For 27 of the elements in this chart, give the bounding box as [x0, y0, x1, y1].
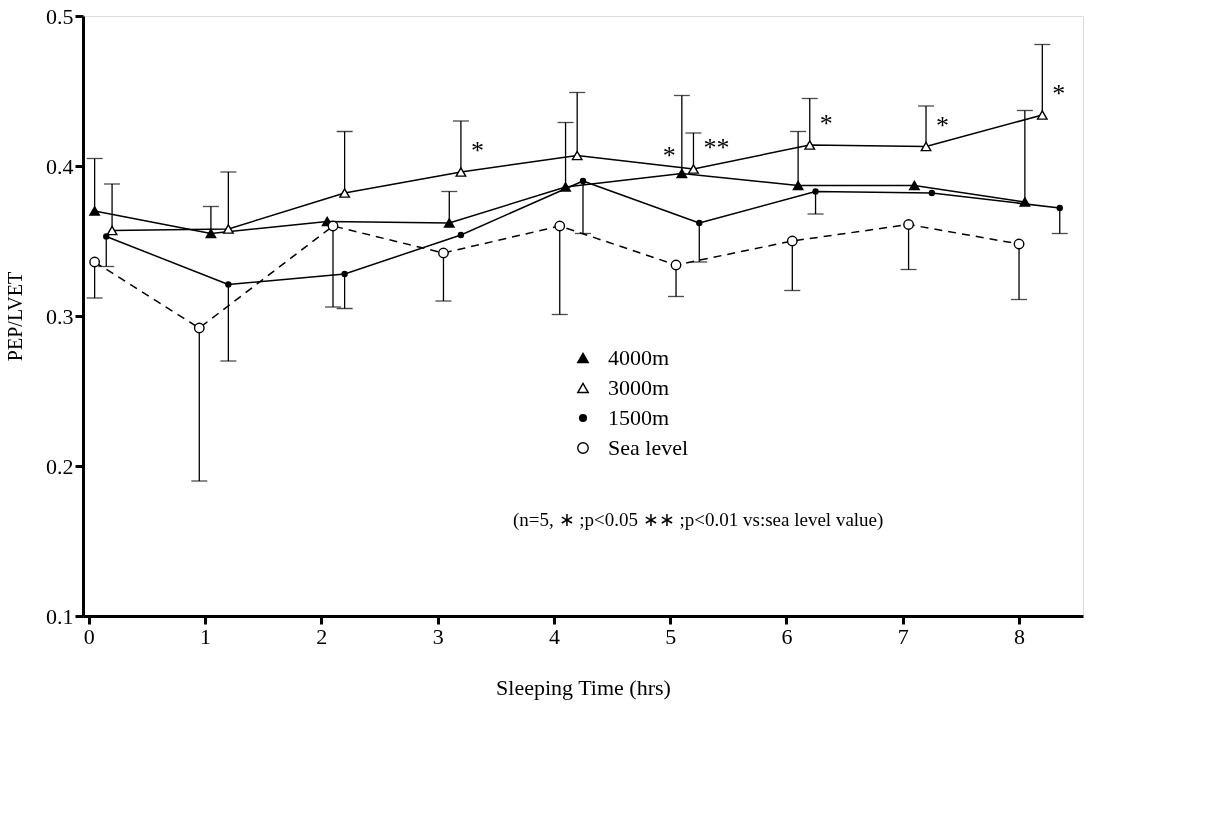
annotation: *	[662, 140, 676, 170]
x-axis-title: Sleeping Time (hrs)	[496, 674, 671, 700]
x-tick-label: 1	[200, 623, 212, 649]
x-tick-label: 7	[897, 623, 909, 649]
legend-label: Sea level	[608, 435, 689, 460]
legend-label: 4000m	[608, 345, 670, 370]
annotation: (n=5, ∗ ;p<0.05 ∗∗ ;p<0.01 vs:sea level value)	[513, 509, 884, 531]
annotation: **	[703, 133, 730, 162]
y-tick-label: 0.5	[46, 3, 74, 29]
x-tick-label: 0	[83, 623, 95, 649]
legend-label: 3000m	[608, 375, 670, 400]
y-tick-label: 0.1	[46, 603, 74, 629]
annotation: *	[1052, 79, 1066, 108]
legend-label: 1500m	[608, 405, 670, 430]
x-tick-label: 6	[781, 623, 793, 649]
x-tick-label: 2	[316, 623, 328, 649]
x-tick-label: 5	[665, 623, 677, 649]
annotation: *	[936, 110, 950, 140]
y-tick-label: 0.3	[46, 303, 74, 329]
x-tick-label: 3	[432, 623, 444, 649]
y-axis-title: PEP/LVET	[4, 271, 26, 362]
annotation: *	[819, 109, 833, 138]
annotation: *	[470, 136, 484, 165]
x-tick-label: 4	[548, 623, 560, 649]
y-tick-label: 0.2	[46, 453, 74, 479]
x-tick-label: 8	[1014, 623, 1026, 649]
y-tick-label: 0.4	[46, 153, 74, 179]
